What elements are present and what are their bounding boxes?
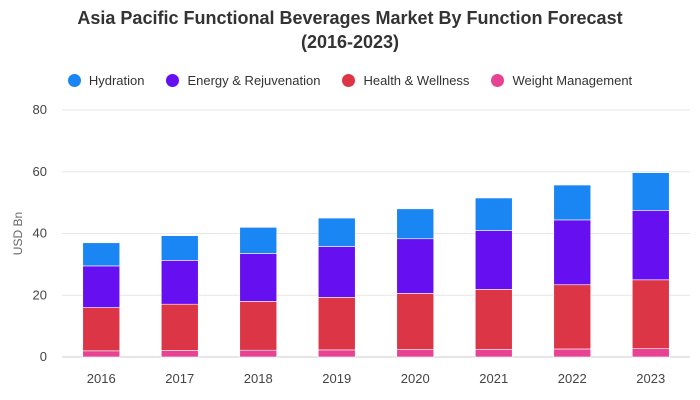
bar-health-wellness-2021 (474, 289, 513, 350)
legend-swatch (67, 74, 81, 87)
bar-hydration-2018 (239, 227, 278, 254)
legend-item-weight-management[interactable]: Weight Management (491, 73, 632, 88)
bar-energy-rejuvenation-2020 (396, 238, 435, 294)
x-tick-label: 2018 (244, 371, 273, 386)
bar-energy-rejuvenation-2016 (82, 265, 121, 308)
bar-hydration-2016 (82, 242, 121, 267)
y-tick-label: 80 (33, 102, 47, 117)
bar-weight-management-2023 (631, 348, 670, 358)
bar-health-wellness-2020 (396, 293, 435, 350)
y-axis-label: USD Bn (11, 212, 25, 255)
y-tick-label: 20 (33, 287, 47, 302)
bar-hydration-2017 (160, 235, 199, 261)
legend-swatch (166, 74, 180, 87)
bar-weight-management-2022 (553, 348, 592, 358)
bar-health-wellness-2022 (553, 284, 592, 350)
bar-energy-rejuvenation-2017 (160, 260, 199, 305)
legend-label: Energy & Rejuvenation (187, 73, 321, 88)
bar-weight-management-2018 (239, 349, 278, 358)
bar-weight-management-2016 (82, 350, 121, 358)
y-tick-label: 40 (33, 226, 47, 241)
bar-energy-rejuvenation-2023 (631, 210, 670, 281)
bar-hydration-2021 (474, 197, 513, 231)
y-tick-label: 60 (33, 164, 47, 179)
chart-title: Asia Pacific Functional Beverages Market… (0, 6, 700, 54)
bar-energy-rejuvenation-2022 (553, 219, 592, 286)
bar-hydration-2020 (396, 208, 435, 240)
chart-legend: Hydration Energy & Rejuvenation Health & W… (0, 73, 700, 88)
y-tick-label: 0 (40, 349, 47, 364)
bar-health-wellness-2018 (239, 301, 278, 351)
legend-swatch (342, 74, 356, 87)
legend-swatch (491, 74, 505, 87)
legend-item-energy-rejuvenation[interactable]: Energy & Rejuvenation (166, 73, 320, 88)
bar-hydration-2023 (631, 172, 670, 211)
bar-weight-management-2021 (474, 348, 513, 358)
legend-item-hydration[interactable]: Hydration (67, 73, 145, 88)
x-tick-label: 2021 (479, 371, 508, 386)
bar-energy-rejuvenation-2019 (317, 246, 356, 298)
bar-health-wellness-2017 (160, 303, 199, 351)
bar-hydration-2019 (317, 217, 356, 247)
x-tick-label: 2017 (165, 371, 194, 386)
bar-weight-management-2019 (317, 349, 356, 358)
chart-title-line1: Asia Pacific Functional Beverages Market… (77, 8, 623, 28)
chart-title-line2: (2016-2023) (300, 32, 400, 52)
x-tick-label: 2023 (636, 371, 665, 386)
x-tick-label: 2022 (558, 371, 587, 386)
legend-label: Hydration (88, 73, 145, 88)
x-tick-label: 2020 (401, 371, 430, 386)
bar-health-wellness-2016 (82, 307, 121, 352)
x-tick-label: 2019 (322, 371, 351, 386)
bar-energy-rejuvenation-2021 (474, 230, 513, 290)
legend-label: Weight Management (512, 73, 633, 88)
bar-hydration-2022 (553, 184, 592, 221)
x-tick-label: 2016 (87, 371, 116, 386)
bar-health-wellness-2023 (631, 279, 670, 349)
bar-energy-rejuvenation-2018 (239, 253, 278, 302)
legend-label: Health & Wellness (363, 73, 470, 88)
bar-weight-management-2017 (160, 350, 199, 358)
bar-weight-management-2020 (396, 349, 435, 358)
legend-item-health-wellness[interactable]: Health & Wellness (342, 73, 469, 88)
bar-health-wellness-2019 (317, 297, 356, 351)
